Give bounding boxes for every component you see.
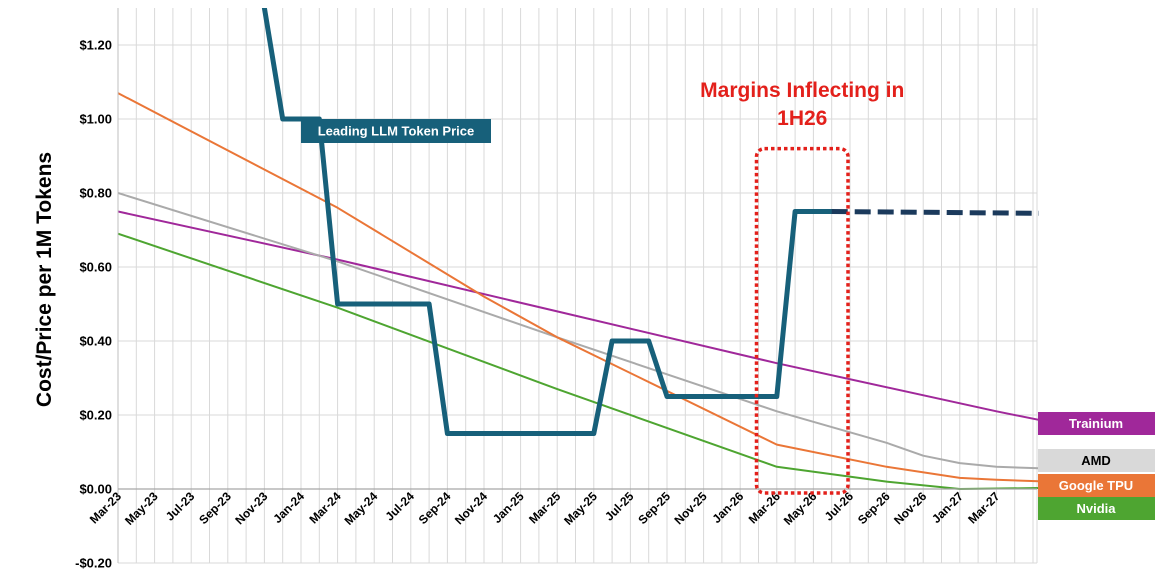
y-tick-label: $0.60 <box>79 260 112 275</box>
x-tick-label: Mar-26 <box>746 489 783 526</box>
x-tick-label: Nov-23 <box>232 489 270 527</box>
x-tick-label: May-23 <box>122 489 161 528</box>
legend-swatch <box>1038 412 1155 435</box>
legend-swatch <box>1038 449 1155 472</box>
legend-label: Nvidia <box>1076 501 1116 516</box>
series-line-leading-llm-token-price <box>261 8 835 436</box>
series-line-google-tpu <box>118 92 1039 483</box>
legend: Trainium AMD Google TPU Nvidia <box>1038 412 1155 520</box>
annotation-line-1: Margins Inflecting in <box>700 79 904 102</box>
x-tick-label: Jan-24 <box>270 489 307 526</box>
y-tick-label: $1.00 <box>79 112 112 127</box>
series-line-leading-llm-token-price-projected <box>831 209 1039 216</box>
x-tick-label: Jul-25 <box>602 489 637 524</box>
legend-label: Google TPU <box>1059 478 1133 493</box>
y-tick-label: $1.20 <box>79 38 112 53</box>
legend-label: Trainium <box>1069 416 1123 431</box>
y-tick-label: $0.80 <box>79 186 112 201</box>
x-tick-label: Jul-23 <box>163 489 198 524</box>
y-tick-label: $0.40 <box>79 334 112 349</box>
x-tick-label: Mar-25 <box>526 489 563 526</box>
legend-swatch <box>1038 474 1155 497</box>
y-tick-label: -$0.20 <box>75 556 112 571</box>
x-tick-label: Nov-26 <box>891 489 929 527</box>
x-tick-label: Jan-27 <box>929 489 966 526</box>
x-tick-label: May-25 <box>561 489 600 528</box>
annotation-line-2: 1H26 <box>777 107 827 130</box>
token-price-callout-box <box>301 119 491 143</box>
x-tick-label: Sep-26 <box>855 489 893 527</box>
token-price-callout-label: Leading LLM Token Price <box>318 124 475 139</box>
series-layer <box>118 8 1039 490</box>
x-tick-label: Sep-25 <box>635 489 673 527</box>
x-tick-label: Jan-26 <box>710 489 747 526</box>
series-line-amd <box>118 192 1039 470</box>
x-tick-label: Sep-24 <box>416 489 454 527</box>
y-tick-label: $0.00 <box>79 482 112 497</box>
annotation-layer: Leading LLM Token Price Margins Inflectin… <box>301 79 904 495</box>
x-tick-label: Nov-24 <box>452 489 490 527</box>
x-tick-label: Mar-27 <box>965 489 1002 526</box>
x-tick-label: Sep-23 <box>196 489 234 527</box>
legend-swatch <box>1038 497 1155 520</box>
grid <box>117 8 1038 564</box>
y-tick-label: $0.20 <box>79 408 112 423</box>
x-tick-label: Nov-25 <box>672 489 710 527</box>
x-tick-label: May-24 <box>342 489 381 528</box>
legend-label: AMD <box>1081 453 1111 468</box>
y-axis-label: Cost/Price per 1M Tokens <box>33 152 56 407</box>
x-tick-label: May-26 <box>781 489 820 528</box>
x-tick-label: Mar-24 <box>306 489 343 526</box>
series-line-trainium <box>118 210 1039 421</box>
x-tick-label: Jul-24 <box>382 489 417 524</box>
x-tick-label: Jan-25 <box>490 489 527 526</box>
